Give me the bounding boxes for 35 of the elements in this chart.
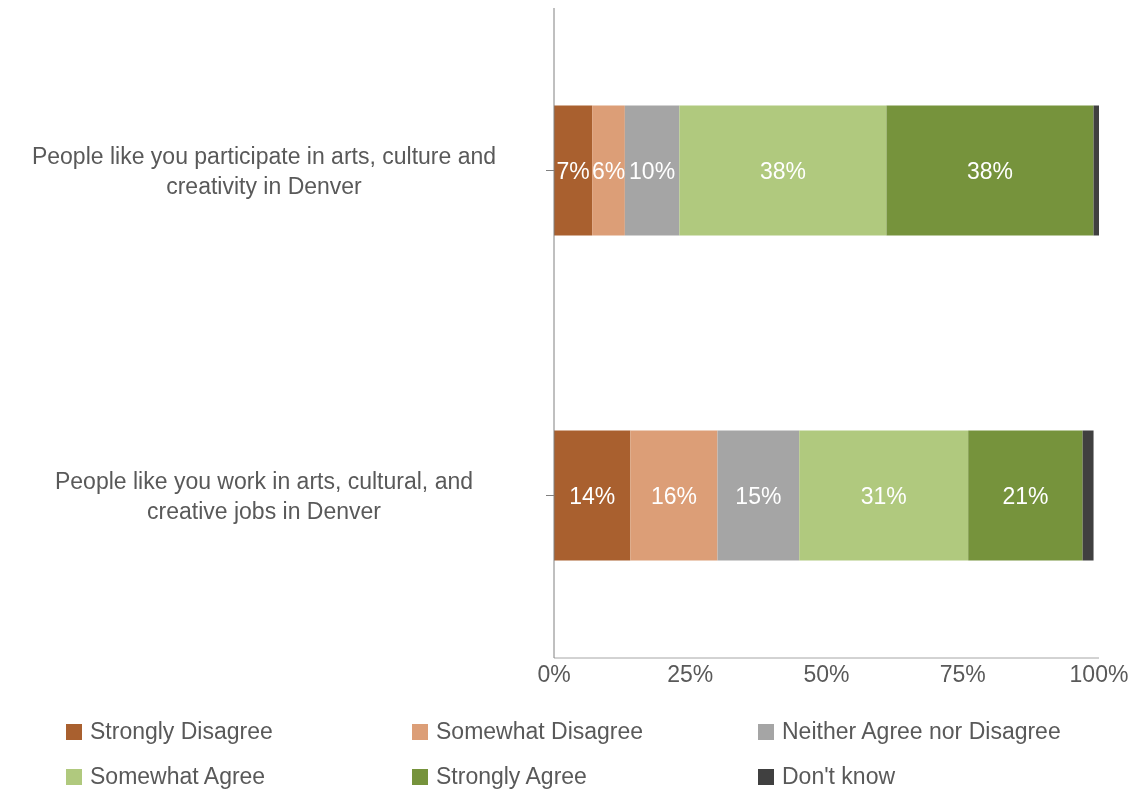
bar [679,105,887,236]
bar [592,105,625,236]
data-label: 38% [759,157,806,184]
data-label: 38% [966,157,1014,184]
legend-label: Don't know [782,763,896,790]
bar [968,430,1083,561]
data-label: 16% [650,482,697,509]
bar [886,105,1094,236]
x-tick-label: 0% [537,661,571,688]
legend-label: Strongly Agree [436,763,587,790]
bar [554,105,593,236]
legend-label: Strongly Disagree [90,718,273,745]
data-label: 14% [569,482,616,509]
bar [1082,430,1094,561]
legend-label: Somewhat Agree [90,763,266,790]
x-tick-label: 25% [667,661,714,688]
x-tick-label: 75% [939,661,986,688]
bar [1093,105,1099,236]
x-tick-label: 50% [803,661,850,688]
y-tick-label: People like you participate in arts, culture and creativity in Denver [31,142,497,199]
legend-label: Neither Agree nor Disagree [782,718,1061,745]
bar [624,105,680,236]
data-label: 31% [860,482,907,509]
data-label: 7% [556,157,590,184]
data-label: 10% [629,157,676,184]
bar [630,430,718,561]
data-label: 15% [735,482,782,509]
x-tick-label: 100% [1069,661,1129,688]
bar [554,430,631,561]
y-tick-label: People like you work in arts, cultural, and creative jobs in Denver [54,467,474,524]
bar [799,430,969,561]
data-label: 6% [591,157,626,184]
bar [717,430,800,561]
data-label: 21% [1002,482,1049,509]
legend-label: Somewhat Disagree [436,718,644,745]
